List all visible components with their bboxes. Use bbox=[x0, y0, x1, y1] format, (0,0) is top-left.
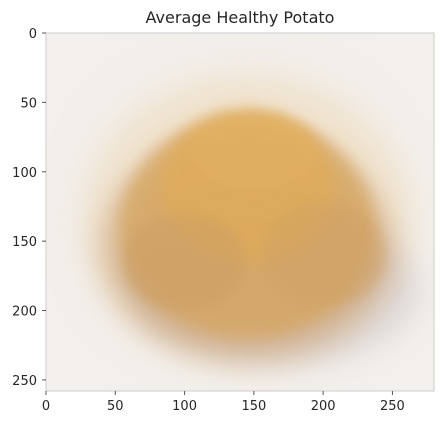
axes-frame bbox=[45, 32, 435, 392]
y-axis-ticks: 0 50 100 150 200 250 bbox=[12, 27, 46, 389]
x-tick-label: 200 bbox=[311, 399, 336, 414]
y-tick-label: 0 bbox=[29, 27, 37, 42]
y-tick-label: 200 bbox=[12, 305, 37, 320]
x-tick-label: 150 bbox=[241, 399, 266, 414]
potato-left-lobe bbox=[122, 213, 247, 311]
potato-right-lobe bbox=[260, 202, 386, 308]
x-tick-label: 250 bbox=[380, 399, 405, 414]
y-tick-label: 50 bbox=[20, 96, 37, 111]
average-potato-image bbox=[83, 74, 421, 367]
potato-top-highlight bbox=[191, 112, 317, 190]
x-tick-label: 0 bbox=[42, 399, 50, 414]
chart-title: Average Healthy Potato bbox=[146, 8, 335, 27]
x-axis-ticks: 0 50 100 150 200 250 bbox=[42, 391, 405, 414]
x-tick-label: 50 bbox=[107, 399, 124, 414]
x-tick-label: 100 bbox=[172, 399, 197, 414]
y-tick-label: 150 bbox=[12, 235, 37, 250]
y-tick-label: 250 bbox=[12, 374, 37, 389]
y-tick-label: 100 bbox=[12, 166, 37, 181]
plot-area bbox=[46, 33, 434, 391]
